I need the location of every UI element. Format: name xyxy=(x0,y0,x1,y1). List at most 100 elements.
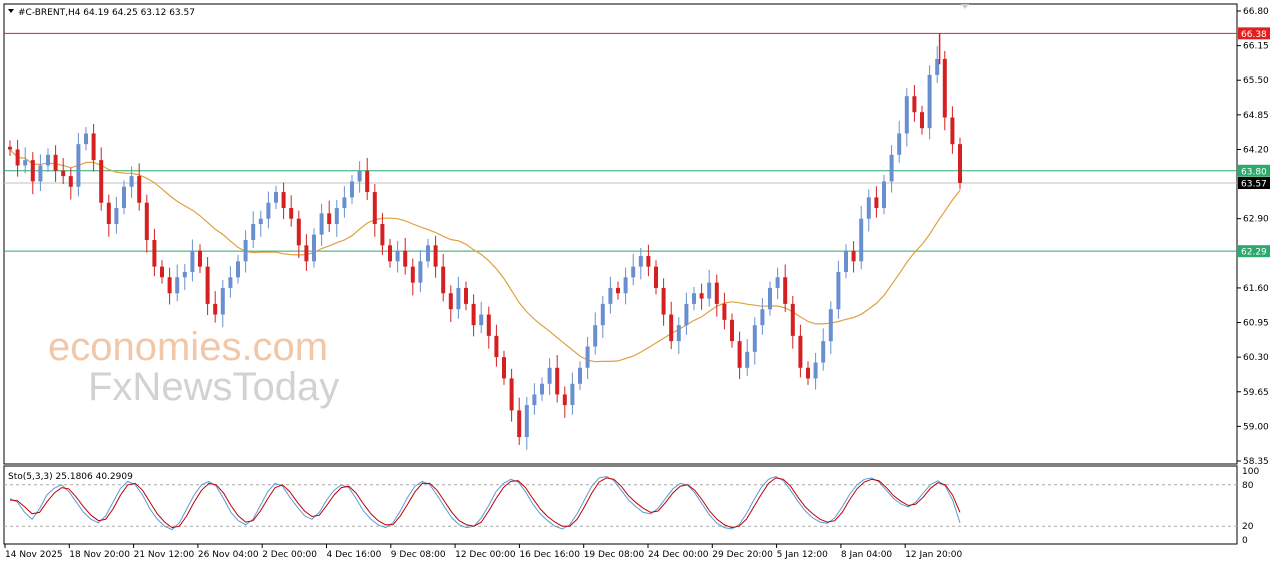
candle-body xyxy=(220,287,225,315)
price-tick-label: 59.00 xyxy=(1243,422,1269,432)
candle-body xyxy=(836,271,841,310)
candle-body xyxy=(540,383,544,395)
price-tag-label: 63.57 xyxy=(1241,180,1267,190)
candle-body xyxy=(205,266,210,304)
sto-level-label: 80 xyxy=(1242,481,1254,491)
candle-body xyxy=(319,213,324,235)
time-tick-label: 14 Nov 2025 xyxy=(5,550,63,560)
time-tick-label: 18 Nov 20:00 xyxy=(69,550,130,560)
candle-body xyxy=(578,367,582,384)
candle-body xyxy=(84,133,88,145)
price-tick-label: 64.20 xyxy=(1243,145,1269,155)
candle-body xyxy=(646,255,651,267)
time-tick-label: 19 Dec 08:00 xyxy=(584,550,645,560)
candle-body xyxy=(745,351,750,368)
candle-body xyxy=(889,154,894,182)
candle-body xyxy=(456,287,461,310)
candle-body xyxy=(334,208,339,225)
candle-body xyxy=(798,335,803,368)
candle-body xyxy=(775,277,780,288)
candle-body xyxy=(410,266,415,283)
candle-body xyxy=(122,186,126,209)
candle-body xyxy=(266,202,271,219)
candle-body xyxy=(958,144,962,184)
candle-body xyxy=(426,245,430,262)
candle-body xyxy=(585,346,590,368)
candle-body xyxy=(433,245,438,267)
candle-body xyxy=(243,239,248,262)
candle-body xyxy=(175,277,180,294)
candle-body xyxy=(441,266,446,294)
time-tick-label: 21 Nov 12:00 xyxy=(134,550,195,560)
time-tick-label: 2 Dec 00:00 xyxy=(262,550,317,560)
main-panel xyxy=(3,3,1238,465)
candle-body xyxy=(160,266,164,278)
candle-body xyxy=(167,277,172,294)
scroll-marker-icon[interactable] xyxy=(961,4,969,9)
candle-body xyxy=(61,170,66,177)
candle-body xyxy=(623,277,628,294)
time-tick-label: 5 Jan 12:00 xyxy=(777,550,829,560)
candle-body xyxy=(114,208,119,225)
candle-body xyxy=(821,341,826,363)
symbol-header: #C-BRENT,H4 64.19 64.25 63.12 63.57 xyxy=(18,8,195,18)
candle-body xyxy=(372,192,377,225)
candle-body xyxy=(327,213,332,225)
price-tag xyxy=(1238,177,1270,190)
candle-body xyxy=(882,181,886,209)
watermark-fxnewstoday: FxNewsToday xyxy=(88,365,339,409)
candle-body xyxy=(593,325,598,347)
candle-body xyxy=(631,266,636,278)
collapse-triangle-icon[interactable] xyxy=(8,9,14,13)
price-tick-label: 65.50 xyxy=(1243,76,1269,86)
candle-body xyxy=(661,287,666,315)
candle-body xyxy=(190,250,195,272)
price-tag-label: 62.29 xyxy=(1241,248,1267,258)
candle-body xyxy=(790,303,795,336)
candle-body xyxy=(912,96,917,113)
price-tick-label: 66.15 xyxy=(1243,42,1269,52)
price-tick-label: 58.35 xyxy=(1243,457,1269,467)
candle-body xyxy=(236,261,240,278)
candle-body xyxy=(737,341,742,368)
candle-body xyxy=(562,394,567,406)
stochastic-label: Sto(5,3,3) 25.1806 40.2909 xyxy=(8,472,133,482)
candle-body xyxy=(502,357,506,379)
candle-body xyxy=(813,362,818,379)
candle-body xyxy=(555,367,560,395)
sto-signal-line xyxy=(9,477,961,529)
candle-body xyxy=(129,176,134,187)
candle-body xyxy=(380,224,385,246)
candle-body xyxy=(357,170,362,182)
candle-body xyxy=(296,218,301,246)
candle-body xyxy=(517,410,522,438)
time-tick-label: 12 Dec 00:00 xyxy=(455,550,516,560)
candle-body xyxy=(91,133,96,161)
time-tick-label: 16 Dec 16:00 xyxy=(519,550,580,560)
candle-body xyxy=(418,261,423,283)
candle-body xyxy=(684,303,689,326)
candle-body xyxy=(365,170,370,193)
candle-body xyxy=(8,146,12,150)
candle-body xyxy=(547,367,552,384)
candle-body xyxy=(707,282,712,299)
candle-body xyxy=(730,319,734,342)
candle-body xyxy=(752,325,757,352)
candle-body xyxy=(479,314,484,326)
candle-body xyxy=(927,74,932,129)
candle-body xyxy=(692,293,696,304)
candle-body xyxy=(494,335,499,358)
candle-body xyxy=(274,192,278,203)
candle-body xyxy=(600,303,605,326)
candle-body xyxy=(950,117,955,145)
price-tag xyxy=(1238,27,1270,40)
sto-level-label: 0 xyxy=(1242,536,1248,546)
candle-body xyxy=(228,277,233,288)
candle-body xyxy=(866,197,871,219)
candle-body xyxy=(874,197,879,209)
price-tag xyxy=(1238,164,1270,177)
time-tick-label: 9 Dec 08:00 xyxy=(391,550,446,560)
candle-body xyxy=(616,287,620,294)
